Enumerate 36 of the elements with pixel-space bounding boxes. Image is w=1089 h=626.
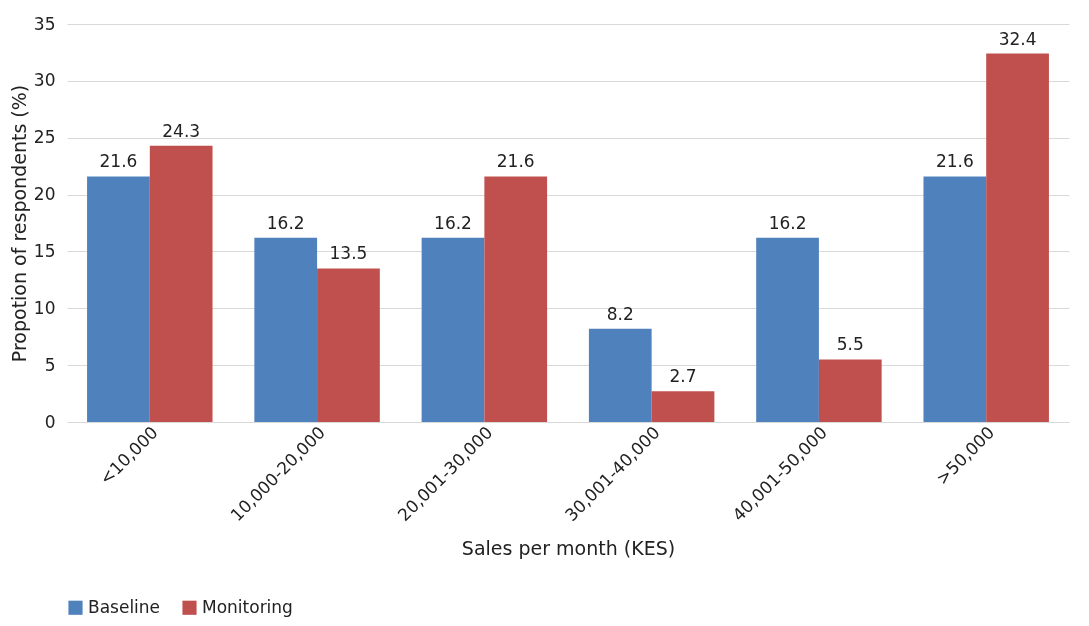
- y-tick-label: 10: [33, 297, 56, 318]
- bar: [421, 237, 485, 422]
- bar: [149, 145, 213, 422]
- data-label: 32.4: [998, 28, 1037, 49]
- y-axis-title: Propotion of respondents (%): [7, 84, 30, 363]
- bar: [254, 237, 318, 422]
- data-label: 8.2: [606, 303, 634, 324]
- legend-label: Baseline: [88, 596, 161, 617]
- bar: [756, 237, 819, 422]
- data-label: 24.3: [162, 120, 201, 141]
- data-label: 16.2: [434, 212, 472, 233]
- data-label: 16.2: [266, 212, 305, 233]
- x-axis-title: Sales per month (KES): [461, 537, 676, 560]
- bar: [923, 176, 987, 422]
- y-tick-label: 30: [33, 70, 56, 91]
- y-tick-label: 5: [44, 354, 56, 375]
- bar: [588, 328, 652, 422]
- bar: [87, 176, 150, 422]
- data-label: 13.5: [329, 243, 368, 264]
- bar: [317, 268, 380, 422]
- legend-label: Monitoring: [202, 596, 293, 617]
- data-label: 21.6: [496, 151, 535, 172]
- bar: [986, 53, 1049, 422]
- bar: [818, 359, 882, 422]
- data-label: 5.5: [836, 334, 864, 355]
- y-tick-label: 0: [44, 411, 56, 432]
- data-label: 21.6: [99, 151, 138, 172]
- y-tick-label: 35: [33, 13, 56, 34]
- data-label: 2.7: [669, 366, 697, 387]
- data-label: 21.6: [935, 151, 974, 172]
- bar: [651, 391, 715, 422]
- bar: [484, 176, 548, 422]
- data-label: 16.2: [768, 212, 807, 233]
- y-tick-label: 15: [33, 240, 56, 261]
- y-tick-label: 20: [33, 184, 56, 205]
- y-tick-label: 25: [33, 127, 56, 148]
